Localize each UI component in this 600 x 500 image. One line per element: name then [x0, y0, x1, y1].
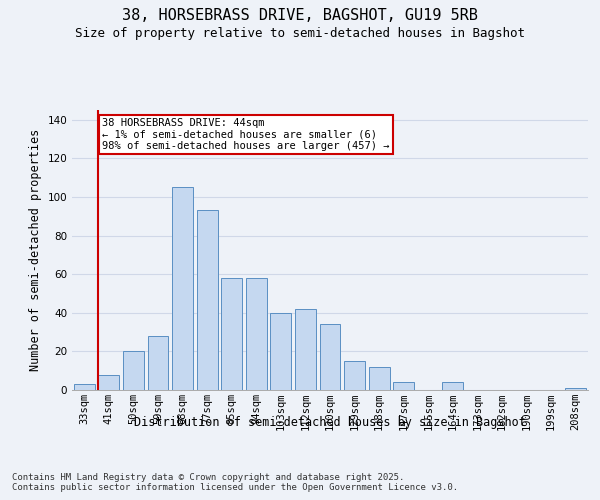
Bar [442, 382, 463, 390]
Y-axis label: Number of semi-detached properties: Number of semi-detached properties [29, 129, 42, 371]
Bar [271, 313, 292, 390]
Bar [197, 210, 218, 390]
Bar [98, 374, 119, 390]
Bar [393, 382, 414, 390]
Text: 38 HORSEBRASS DRIVE: 44sqm
← 1% of semi-detached houses are smaller (6)
98% of s: 38 HORSEBRASS DRIVE: 44sqm ← 1% of semi-… [102, 118, 389, 151]
Bar [344, 361, 365, 390]
Bar [246, 278, 267, 390]
Text: Size of property relative to semi-detached houses in Bagshot: Size of property relative to semi-detach… [75, 28, 525, 40]
Bar [320, 324, 340, 390]
Bar [148, 336, 169, 390]
Bar [565, 388, 586, 390]
Bar [74, 384, 95, 390]
Text: Contains HM Land Registry data © Crown copyright and database right 2025.
Contai: Contains HM Land Registry data © Crown c… [12, 472, 458, 492]
Bar [172, 187, 193, 390]
Text: 38, HORSEBRASS DRIVE, BAGSHOT, GU19 5RB: 38, HORSEBRASS DRIVE, BAGSHOT, GU19 5RB [122, 8, 478, 22]
Text: Distribution of semi-detached houses by size in Bagshot: Distribution of semi-detached houses by … [134, 416, 526, 429]
Bar [221, 278, 242, 390]
Bar [123, 352, 144, 390]
Bar [295, 309, 316, 390]
Bar [368, 367, 389, 390]
